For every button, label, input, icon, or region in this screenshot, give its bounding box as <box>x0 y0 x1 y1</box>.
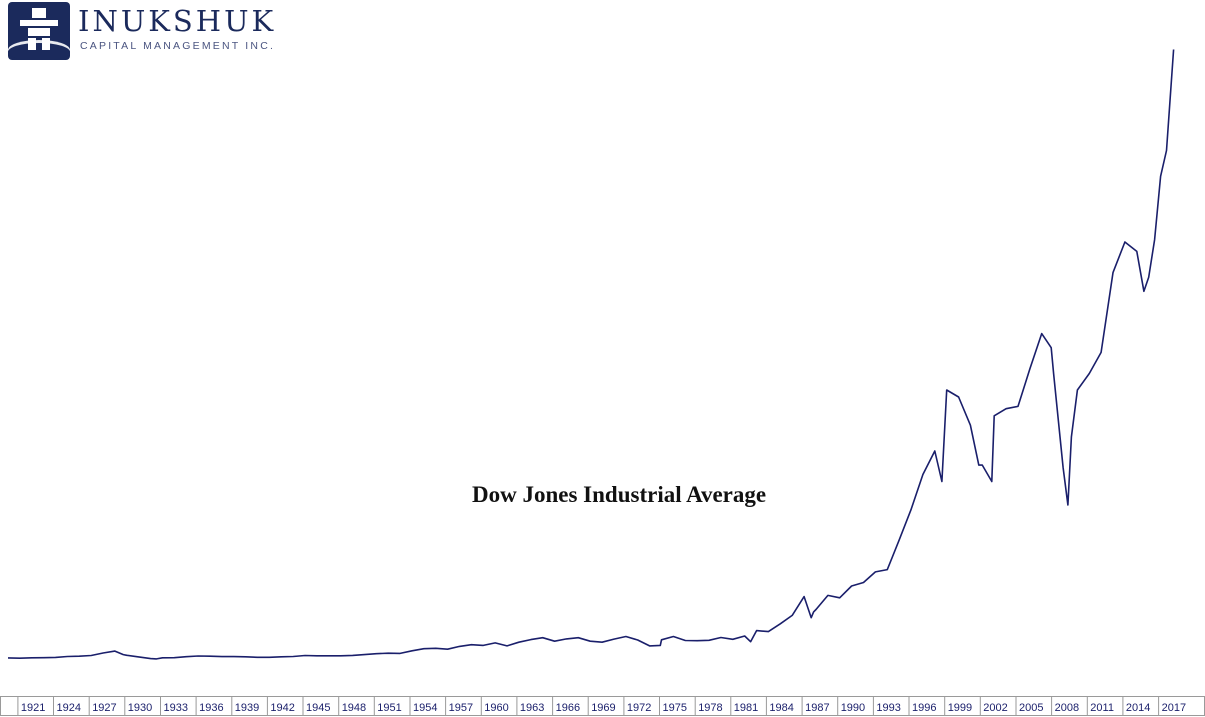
x-tick-label: 1990 <box>841 702 865 714</box>
x-tick-label: 1927 <box>92 702 116 714</box>
x-tick-label: 1948 <box>342 702 366 714</box>
inukshuk-icon <box>8 2 70 61</box>
logo-name: INUKSHUK <box>78 4 277 38</box>
x-tick-label: 1963 <box>520 702 544 714</box>
x-tick-label: 1972 <box>627 702 651 714</box>
x-tick-label: 1957 <box>449 702 473 714</box>
x-tick-label: 1993 <box>876 702 900 714</box>
x-tick-label: 1939 <box>235 702 259 714</box>
x-tick-label: 1966 <box>556 702 580 714</box>
x-tick-label: 1930 <box>128 702 152 714</box>
chart-title: Dow Jones Industrial Average <box>472 482 767 507</box>
x-tick-label: 1996 <box>912 702 936 714</box>
x-tick-label: 1999 <box>948 702 972 714</box>
x-tick-label: 2014 <box>1126 702 1150 714</box>
x-tick-label: 1978 <box>698 702 722 714</box>
x-tick-label: 2008 <box>1055 702 1079 714</box>
series-line-group <box>7 49 1175 660</box>
x-tick-label: 1936 <box>199 702 223 714</box>
series-line <box>7 49 1175 660</box>
x-tick-label: 1951 <box>377 702 401 714</box>
x-tick-label: 1945 <box>306 702 330 714</box>
x-tick-label: 1987 <box>805 702 829 714</box>
x-tick-label: 2002 <box>983 702 1007 714</box>
x-tick-label: 1969 <box>591 702 615 714</box>
x-tick-label: 1924 <box>57 702 81 714</box>
x-tick-label: 2011 <box>1090 702 1114 714</box>
logo-subtitle: CAPITAL MANAGEMENT INC. <box>80 40 276 52</box>
x-tick-label: 1975 <box>663 702 687 714</box>
x-tick-label: 1960 <box>484 702 508 714</box>
x-tick-label: 2005 <box>1019 702 1043 714</box>
x-tick-label: 1921 <box>21 702 45 714</box>
x-tick-label: 1984 <box>769 702 793 714</box>
company-logo: INUKSHUK CAPITAL MANAGEMENT INC. <box>8 2 298 62</box>
x-tick-label: 2017 <box>1162 702 1186 714</box>
x-tick-label: 1933 <box>164 702 188 714</box>
x-tick-label: 1981 <box>734 702 758 714</box>
x-tick-label: 1942 <box>270 702 294 714</box>
x-tick-label: 1954 <box>413 702 437 714</box>
x-axis: 1921 1924 1927 1930 1933 1936 1939 1942 1945 1948… <box>0 696 1205 716</box>
